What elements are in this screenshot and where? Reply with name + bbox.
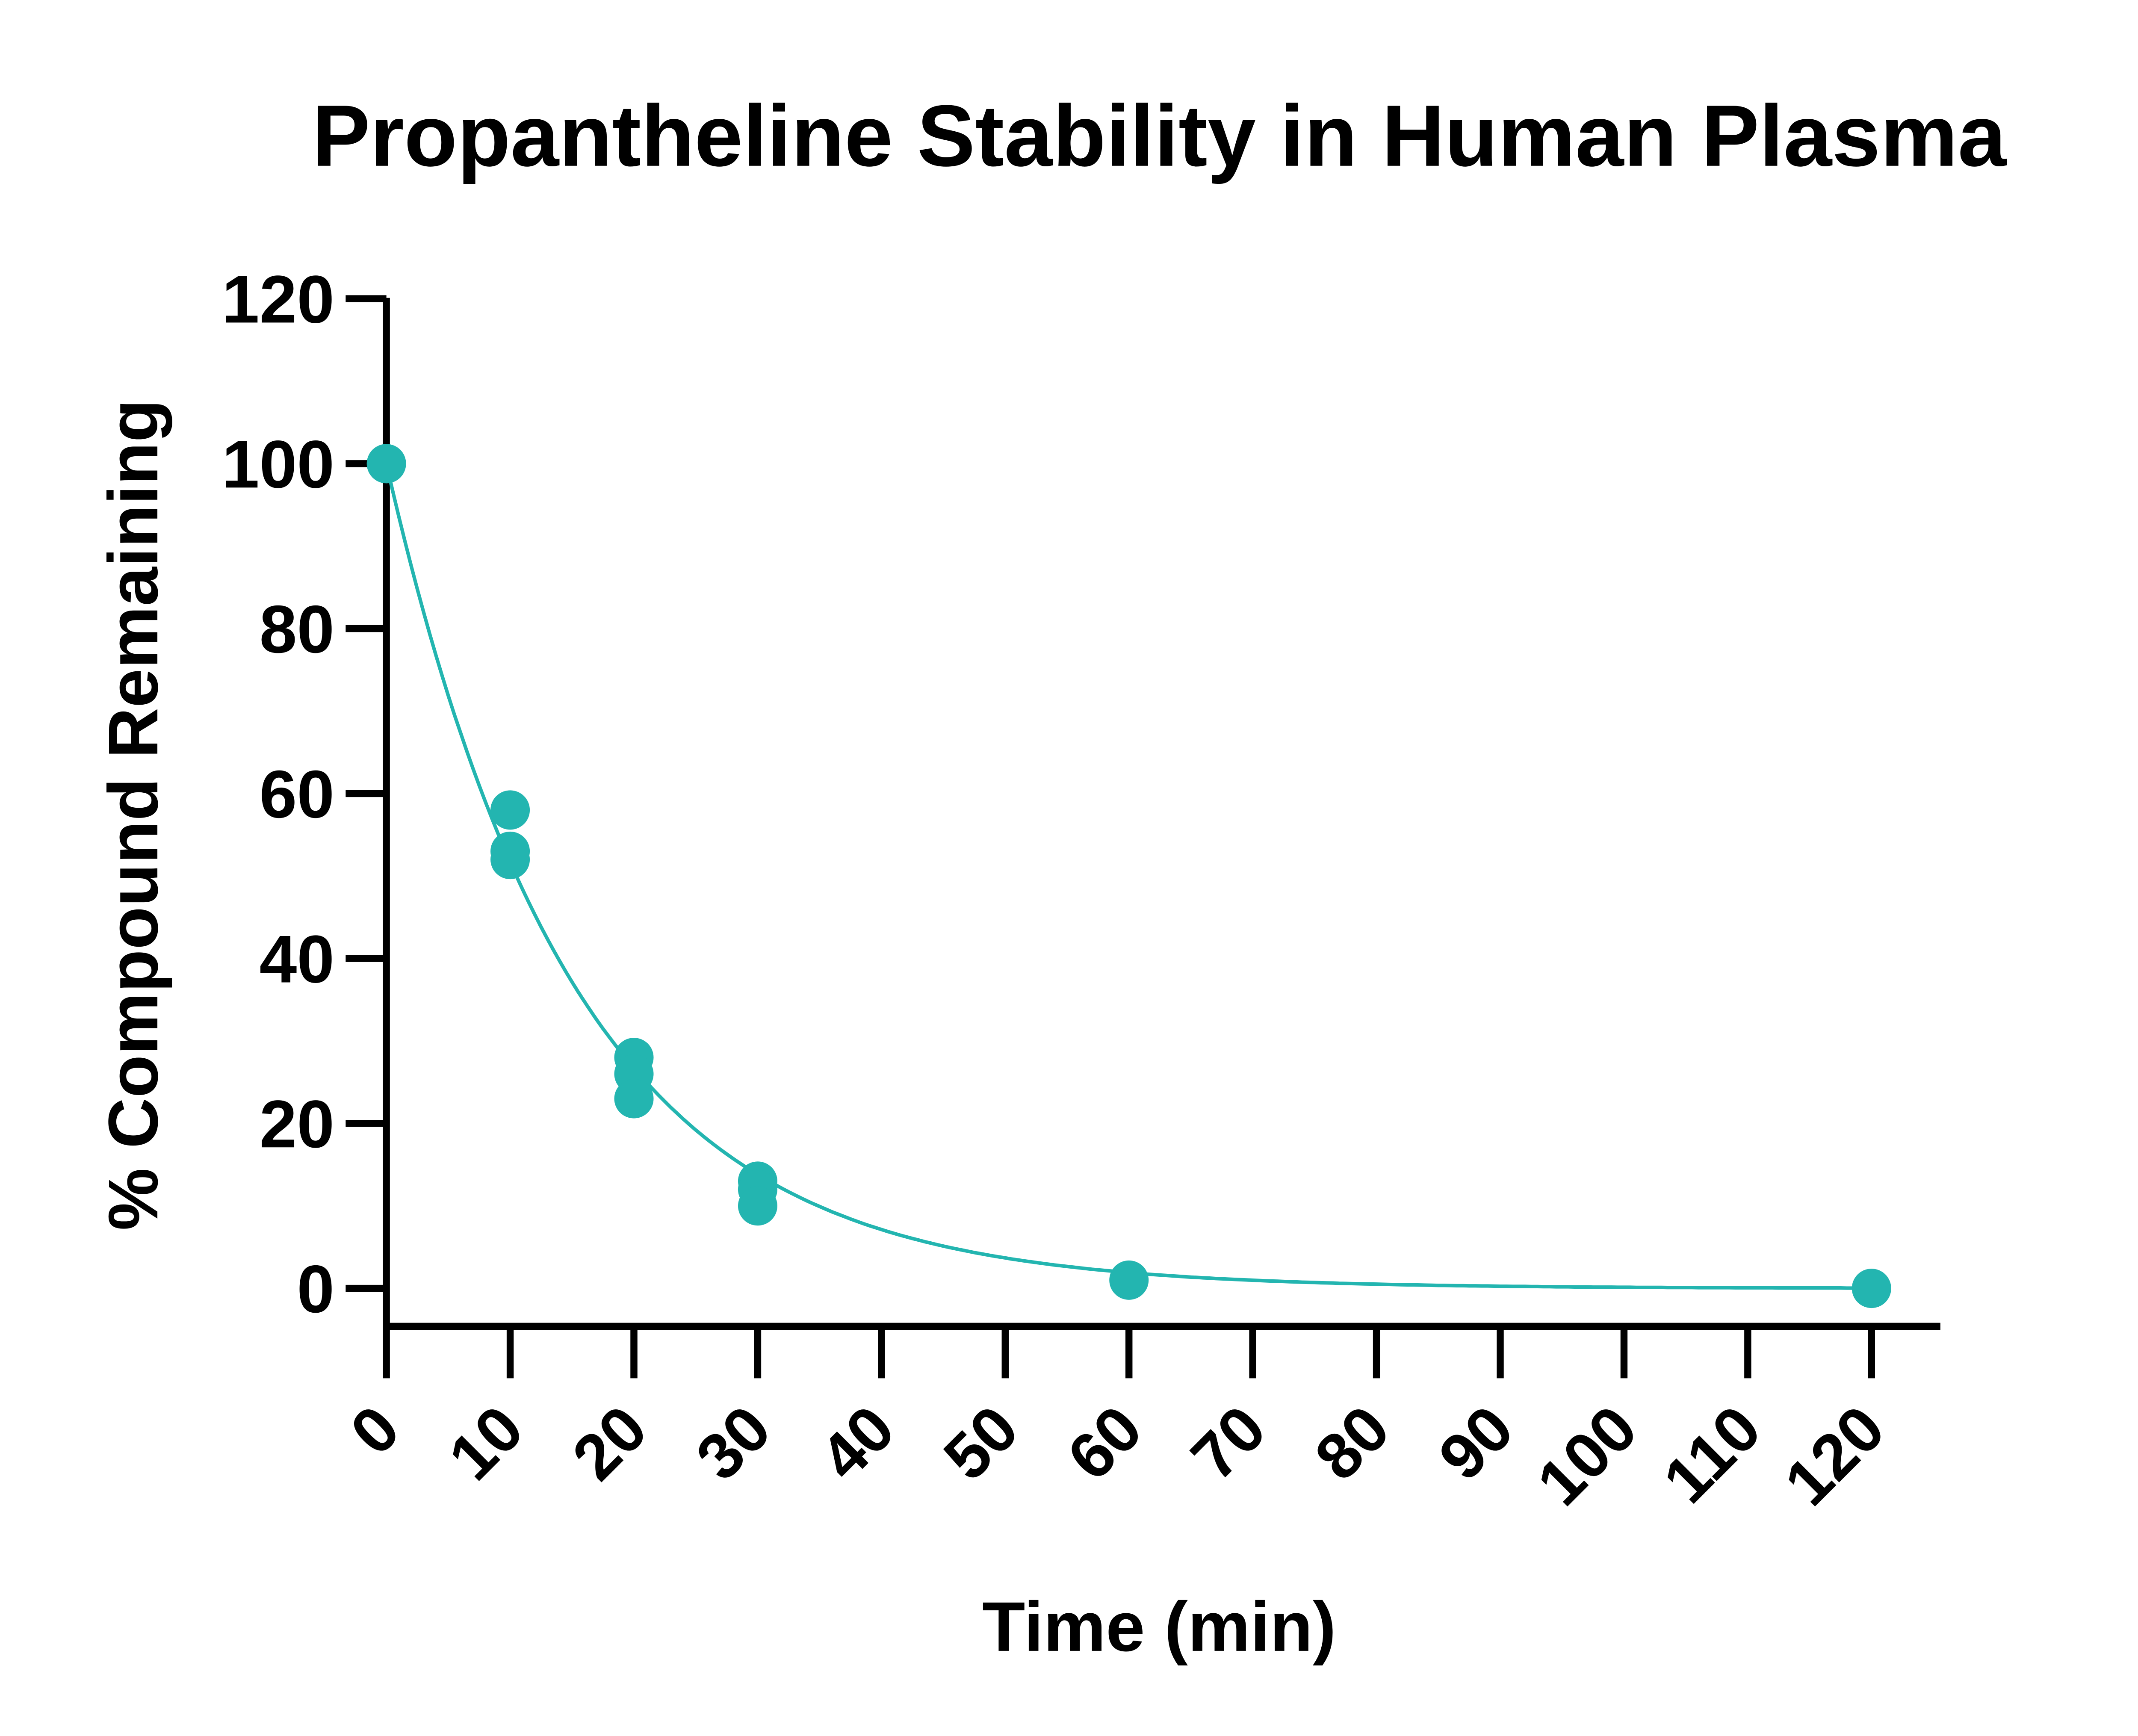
x-tick-label: 30 <box>682 1392 784 1494</box>
x-tick-label: 0 <box>337 1392 413 1468</box>
x-axis-label: Time (min) <box>982 1587 1336 1666</box>
y-tick-label: 80 <box>260 592 334 667</box>
x-tick-label: 70 <box>1178 1392 1279 1494</box>
y-axis-label: % Compound Remaining <box>94 399 172 1231</box>
x-tick-label: 90 <box>1425 1392 1527 1494</box>
data-point <box>738 1186 777 1226</box>
x-tick-label: 10 <box>435 1392 537 1494</box>
x-tick-label: 80 <box>1301 1392 1403 1494</box>
data-point <box>614 1079 654 1119</box>
x-tick-label: 100 <box>1524 1392 1651 1519</box>
y-tick-label: 20 <box>260 1086 334 1162</box>
fit-curve <box>384 463 1872 1290</box>
data-point <box>1852 1269 1891 1308</box>
x-tick-label: 60 <box>1054 1392 1156 1494</box>
data-points <box>366 444 1891 1308</box>
x-tick-label: 50 <box>930 1392 1032 1494</box>
y-tick-label: 0 <box>297 1252 334 1327</box>
data-point <box>490 790 530 830</box>
data-point <box>1109 1260 1149 1300</box>
y-tick-label: 40 <box>260 921 334 997</box>
y-tick-label: 100 <box>222 427 334 502</box>
x-tick-label: 110 <box>1650 1392 1775 1517</box>
x-tick-label: 20 <box>559 1392 661 1494</box>
y-tick-label: 60 <box>260 757 334 832</box>
chart-title: Propantheline Stability in Human Plasma <box>312 88 2007 185</box>
data-point <box>366 444 406 484</box>
y-tick-label: 120 <box>222 262 334 337</box>
x-tick-label: 120 <box>1771 1392 1899 1519</box>
x-tick-label: 40 <box>806 1392 908 1494</box>
data-point <box>490 840 530 880</box>
